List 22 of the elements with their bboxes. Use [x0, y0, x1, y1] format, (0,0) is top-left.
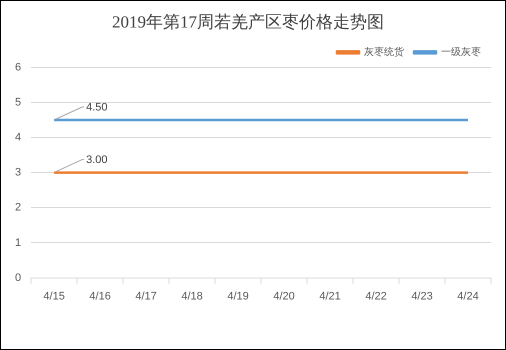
y-tick-label: 4	[14, 132, 22, 144]
x-tick-label: 4/21	[319, 290, 341, 302]
x-tick-label: 4/20	[273, 290, 295, 302]
y-tick-label: 5	[14, 96, 22, 108]
y-tick-label: 3	[14, 166, 22, 179]
x-tick-label: 4/17	[135, 290, 157, 302]
x-tick-label: 4/15	[43, 290, 65, 302]
y-tick-label: 1	[14, 236, 22, 249]
data-label: 4.50	[86, 102, 108, 114]
y-tick-label: 6	[14, 61, 22, 74]
x-tick-label: 4/19	[227, 290, 249, 302]
legend-label: 一级灰枣	[441, 46, 481, 58]
y-tick-label: 0	[14, 272, 22, 284]
data-label: 3.00	[86, 154, 108, 166]
x-tick-label: 4/23	[411, 290, 433, 302]
legend-label: 灰枣统货	[364, 46, 404, 58]
x-tick-label: 4/18	[181, 290, 203, 302]
y-tick-label: 2	[14, 202, 22, 214]
chart-title: 2019年第17周若羌产区枣价格走势图	[112, 12, 384, 32]
x-tick-label: 4/16	[89, 290, 111, 302]
x-tick-label: 4/22	[365, 290, 387, 302]
x-tick-label: 4/24	[457, 290, 479, 302]
